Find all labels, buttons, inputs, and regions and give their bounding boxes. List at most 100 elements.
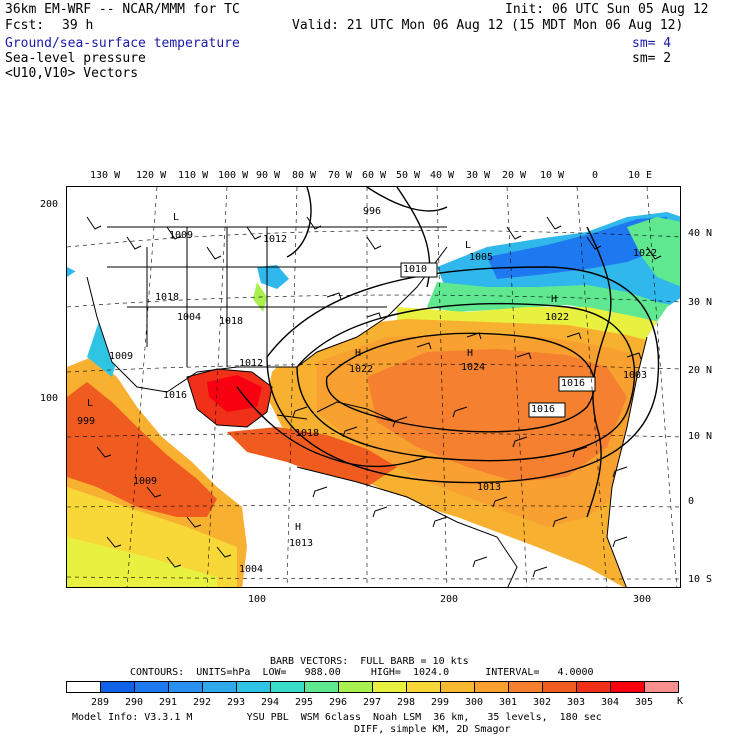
field-name-vectors: <U10,V10> Vectors [5, 66, 139, 81]
barb-vectors-legend: BARB VECTORS: FULL BARB = 10 kts [270, 656, 469, 667]
forecast-hours: 39 h [62, 18, 94, 33]
top-tick: 10 E [628, 170, 653, 181]
colorbar-label: 305 [634, 697, 654, 708]
colorbar-swatch [372, 681, 407, 693]
right-tick: 0 [688, 496, 695, 507]
colorbar-label: 289 [90, 697, 110, 708]
top-tick: 130 W [90, 170, 121, 181]
pressure-low-marker: L [87, 398, 94, 409]
colorbar-label: 302 [532, 697, 552, 708]
bottom-tick: 200 [440, 594, 459, 605]
top-tick: 60 W [362, 170, 387, 181]
right-tick: 10 N [688, 431, 713, 442]
right-tick: 20 N [688, 365, 713, 376]
top-tick: 50 W [396, 170, 421, 181]
colorbar-swatch [134, 681, 169, 693]
left-tick: 200 [40, 199, 59, 210]
pressure-high-marker: H [551, 294, 558, 305]
colorbar-label: 293 [226, 697, 246, 708]
colorbar-unit: K [677, 696, 684, 707]
pressure-value: 1018 [295, 428, 320, 439]
colorbar-label: 298 [396, 697, 416, 708]
pressure-value: 1013 [289, 538, 314, 549]
pressure-high-marker: H [355, 348, 362, 359]
contours-legend: CONTOURS: UNITS=hPa LOW= 988.00 HIGH= 10… [130, 667, 594, 678]
pressure-value: 1013 [477, 482, 502, 493]
pressure-value-boxed: 1010 [403, 264, 428, 275]
pressure-value-boxed: 1016 [531, 404, 556, 415]
field-smoothing-temperature: sm= 4 [632, 36, 672, 51]
lat-lon-grid [67, 187, 680, 587]
colorbar-swatch [338, 681, 373, 693]
bottom-tick: 100 [248, 594, 267, 605]
colorbar-swatch [406, 681, 441, 693]
colorbar-label: 292 [192, 697, 212, 708]
field-name-pressure: Sea-level pressure [5, 51, 146, 66]
weather-map: L 1009 L 999 1018 1009 1018 1012 1016 10… [66, 186, 681, 588]
colorbar-label: 296 [328, 697, 348, 708]
colorbar-label: 299 [430, 697, 450, 708]
field-name-temperature: Ground/sea-surface temperature [5, 36, 240, 51]
pressure-value: 1005 [469, 252, 494, 263]
pressure-value: 1012 [263, 234, 288, 245]
top-tick: 20 W [502, 170, 527, 181]
colorbar-label: 297 [362, 697, 382, 708]
colorbar-swatch [508, 681, 543, 693]
right-tick: 30 N [688, 297, 713, 308]
top-tick: 100 W [218, 170, 249, 181]
pressure-value: 1009 [109, 351, 134, 362]
colorbar-swatch [304, 681, 339, 693]
field-smoothing-pressure: sm= 2 [632, 51, 672, 66]
pressure-value: 1003 [623, 370, 648, 381]
colorbar-swatch [270, 681, 305, 693]
coastlines [86, 226, 648, 587]
colorbar-label: 301 [498, 697, 518, 708]
pressure-value: 1016 [163, 390, 188, 401]
pressure-value: 999 [77, 416, 96, 427]
forecast-label: Fcst: [5, 18, 45, 33]
top-tick: 10 W [540, 170, 565, 181]
colorbar-swatch [644, 681, 679, 693]
pressure-high-marker: H [295, 522, 302, 533]
pressure-value-boxed: 1016 [561, 378, 586, 389]
model-title: 36km EM-WRF -- NCAR/MMM for TC [5, 2, 240, 17]
colorbar-label: 290 [124, 697, 144, 708]
pressure-value: 1009 [133, 476, 158, 487]
top-tick: 80 W [292, 170, 317, 181]
colorbar-label: 300 [464, 697, 484, 708]
map-canvas [67, 187, 680, 587]
colorbar-swatch [474, 681, 509, 693]
colorbar-label: 291 [158, 697, 178, 708]
top-tick: 70 W [328, 170, 353, 181]
wind-barbs [86, 216, 662, 578]
init-time: Init: 06 UTC Sun 05 Aug 12 [505, 2, 709, 17]
left-tick: 100 [40, 393, 59, 404]
colorbar-label: 304 [600, 697, 620, 708]
pressure-value: 1004 [177, 312, 202, 323]
colorbar-label: 303 [566, 697, 586, 708]
pressure-value: 1018 [155, 292, 180, 303]
pressure-value: 1022 [545, 312, 570, 323]
pressure-value: 1024 [461, 362, 486, 373]
colorbar-swatch [66, 681, 101, 693]
colorbar-swatch [576, 681, 611, 693]
pressure-value: 996 [363, 206, 382, 217]
pressure-high-marker: H [467, 348, 474, 359]
bottom-tick: 300 [633, 594, 652, 605]
colorbar-swatch [610, 681, 645, 693]
colorbar-swatch [236, 681, 271, 693]
top-tick: 120 W [136, 170, 167, 181]
colorbar-swatch [542, 681, 577, 693]
colorbar-swatch [168, 681, 203, 693]
pressure-value: 1012 [239, 358, 264, 369]
colorbar-swatch [202, 681, 237, 693]
pressure-value: 1004 [239, 564, 264, 575]
pressure-low-marker: L [465, 240, 472, 251]
model-info-diffusion: DIFF, simple KM, 2D Smagor [354, 724, 511, 735]
pressure-value: 1018 [219, 316, 244, 327]
contour-label-boxes [400, 262, 596, 418]
pressure-low-marker: L [173, 212, 180, 223]
right-tick: 10 S [688, 574, 713, 585]
colorbar-swatch [100, 681, 135, 693]
top-tick: 110 W [178, 170, 209, 181]
